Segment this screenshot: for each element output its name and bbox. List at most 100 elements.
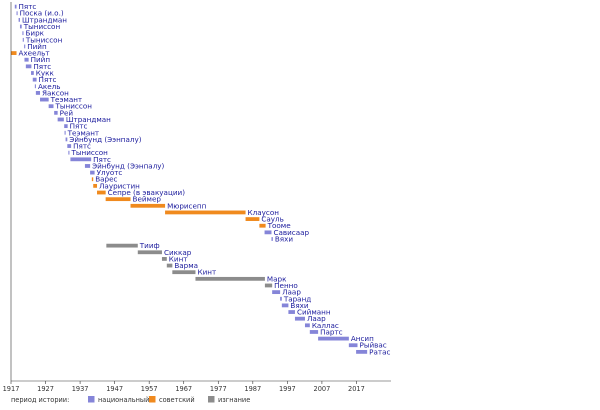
timeline-bar [40, 97, 49, 102]
timeline-label: Акель [38, 82, 61, 91]
timeline-label: Поска (и.о.) [20, 9, 64, 18]
x-tick-label: 1987 [244, 385, 261, 393]
timeline-label: Ратас [369, 347, 390, 356]
timeline-bar [264, 230, 272, 235]
timeline-label: Лаар [307, 314, 326, 323]
timeline-bar [65, 137, 68, 142]
timeline-label: Ансип [351, 334, 374, 343]
timeline-bar [348, 343, 358, 348]
timeline-bar [18, 17, 20, 22]
timeline-bar [130, 203, 166, 208]
timeline-bar [272, 290, 281, 295]
legend: период истории: национальный советский изгн… [11, 396, 250, 404]
timeline-label: Тииф [139, 241, 160, 250]
x-tick-label: 1967 [175, 385, 192, 393]
timeline-label: Пятс [73, 142, 91, 151]
timeline-bar [356, 349, 368, 354]
timeline-label: Бирк [26, 29, 45, 38]
timeline-bar [264, 283, 273, 288]
timeline-bar [70, 157, 92, 162]
timeline-label: Теэмант [50, 95, 82, 104]
x-axis: 1917 1927 1937 1947 1957 1967 1977 1987 1997 2007… [3, 2, 391, 393]
timeline-label: Ахеельт [19, 49, 50, 58]
timeline-label: Эйнбунд (Ээнпалу) [92, 161, 164, 170]
timeline-label: Лауристин [99, 181, 140, 190]
timeline-bar [280, 296, 282, 301]
legend-swatch [149, 396, 156, 403]
timeline-label: Кинт [169, 254, 188, 263]
timeline-label: Пятс [70, 122, 88, 131]
timeline-bar [16, 11, 18, 16]
timeline-bar [84, 164, 91, 168]
x-tick-label: 1927 [37, 385, 54, 393]
timeline-label: Клаусон [248, 208, 280, 217]
legend-item-label: изгнание [218, 396, 250, 404]
timeline-label: Пятс [33, 62, 51, 71]
timeline-label: Тыниссон [54, 102, 92, 111]
timeline-label: Пийп [31, 55, 51, 64]
timeline-bar [309, 330, 319, 334]
timeline-bar [54, 110, 58, 115]
x-tick-label: 2017 [348, 385, 365, 393]
timeline-bar [165, 210, 246, 215]
timeline-label: Сависаар [273, 228, 309, 237]
timeline-label: Рыйвас [359, 341, 386, 350]
timeline-label: Вяхи [290, 301, 309, 310]
timeline-bar [64, 130, 66, 135]
timeline-label: Кукк [36, 69, 55, 78]
timeline-label: Эйнбунд (Ээнпалу) [69, 135, 141, 144]
timeline-label: Кинт [197, 268, 216, 277]
timeline-bar [31, 71, 34, 75]
timeline-bar [22, 37, 24, 42]
timeline-bar [195, 276, 265, 281]
timeline-label: Лаар [282, 288, 301, 297]
timeline-bar [281, 303, 289, 308]
x-tick-label: 1917 [3, 385, 20, 393]
timeline-bar [68, 150, 70, 155]
legend-item-label: национальный [98, 396, 149, 404]
timeline-label: Тыниссон [23, 22, 61, 31]
timeline-label: Тооме [267, 221, 292, 230]
timeline-bar [245, 217, 260, 221]
timeline-label: Мюрисепп [167, 201, 207, 210]
timeline-label: Улуотс [97, 168, 123, 177]
timeline-bar [294, 316, 305, 321]
timeline-label: Вяхи [275, 235, 294, 244]
x-tick-label: 1957 [141, 385, 158, 393]
legend-title: период истории: [11, 396, 69, 404]
timeline-label: Штрандман [66, 115, 111, 124]
timeline-label: Сиккар [164, 248, 192, 257]
legend-swatch [88, 396, 95, 403]
timeline-label: Тыниссон [70, 148, 108, 157]
timeline-bar [32, 77, 37, 82]
timeline-bar [19, 24, 22, 29]
timeline-bar [137, 250, 162, 255]
timeline-bar [11, 51, 17, 55]
x-tick-label: 2007 [314, 385, 331, 393]
x-tick-label: 1947 [106, 385, 123, 393]
timeline-label: Яаксон [42, 88, 69, 97]
timeline-label: Веймер [133, 195, 162, 204]
timeline-bar [105, 197, 131, 202]
timeline-bar [288, 310, 295, 314]
timeline-bar [97, 190, 106, 195]
timeline-label: Рей [60, 108, 74, 117]
timeline-bar [106, 243, 138, 248]
timeline-bar [67, 144, 72, 148]
timeline-label: Штрандман [22, 15, 67, 24]
timeline-bar [166, 263, 173, 268]
timeline-label: Пенно [274, 281, 298, 290]
timeline-bar [64, 124, 68, 129]
timeline-bar [48, 104, 54, 109]
x-tick-label: 1937 [72, 385, 89, 393]
timeline-bar [90, 170, 95, 175]
timeline-label: Пятс [19, 2, 37, 11]
timeline-label: Тыниссон [25, 35, 63, 44]
x-tick-label: 1977 [210, 385, 227, 393]
timeline-label: Пятс [93, 155, 111, 164]
timeline-bar [24, 44, 26, 49]
timeline-bar [259, 223, 266, 228]
timeline-label: Варес [95, 175, 117, 184]
timeline-label: Сийманн [297, 308, 331, 317]
